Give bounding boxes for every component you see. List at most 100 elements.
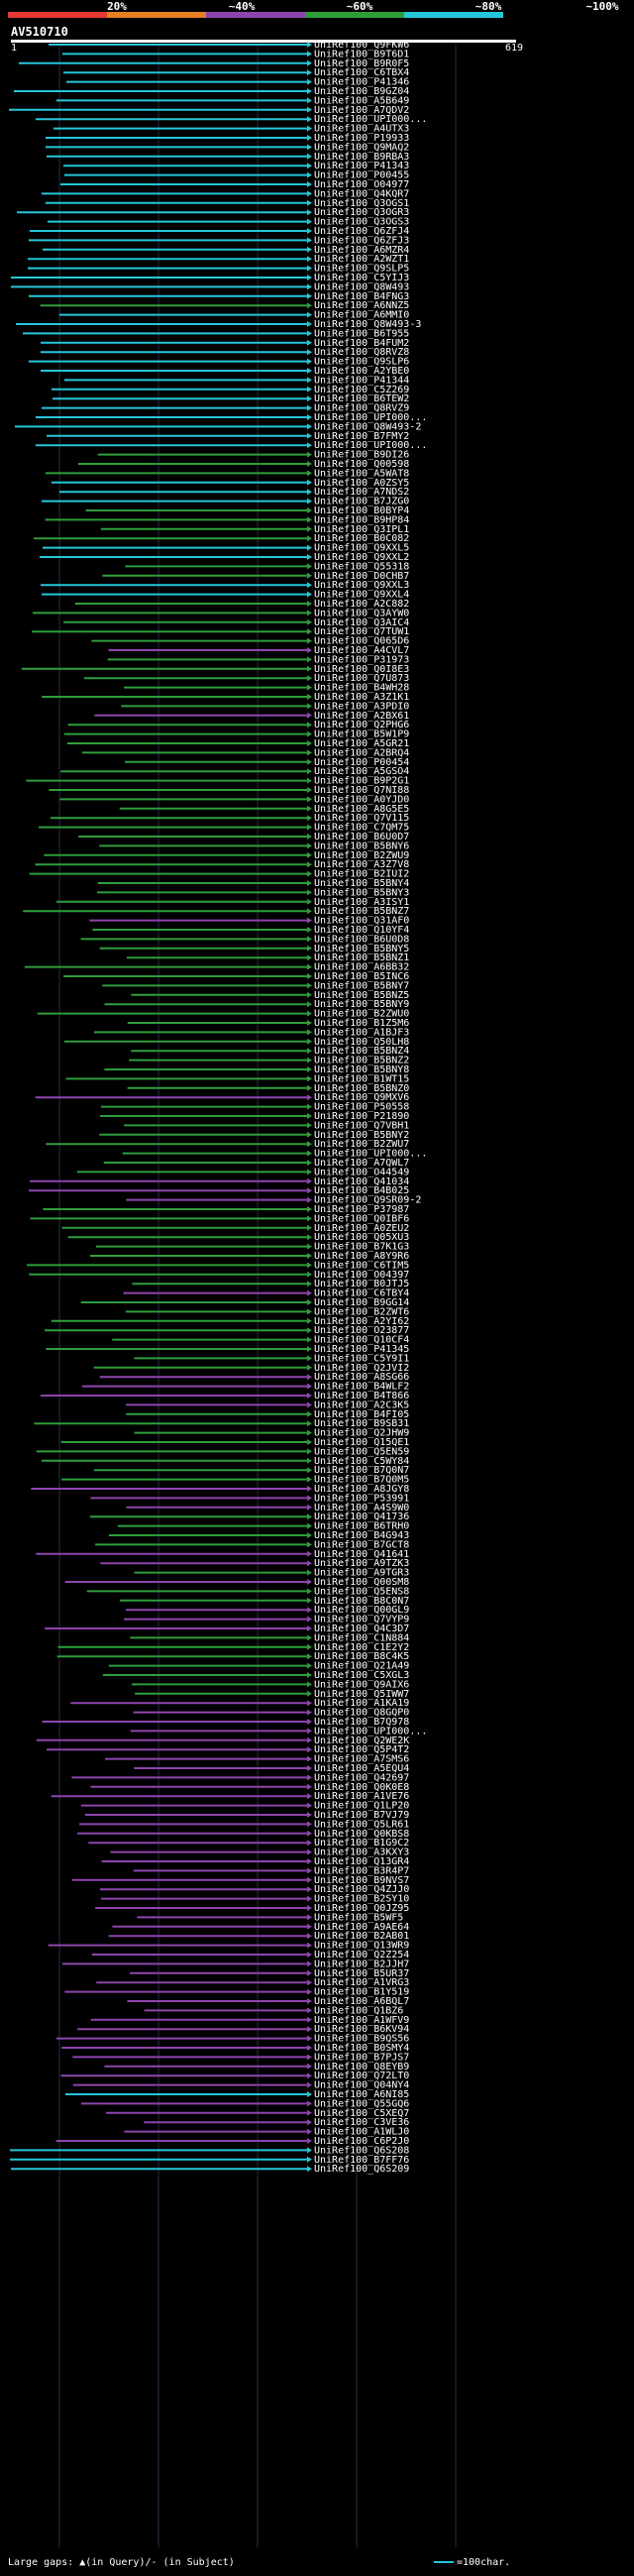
hit-label[interactable]: UniRef100_B1WT15 xyxy=(314,1073,409,1084)
hit-label[interactable]: UniRef100_B1Y519 xyxy=(314,1987,409,1998)
hit-label[interactable]: UniRef100_C5Y9I1 xyxy=(314,1353,409,1364)
hit-label[interactable]: UniRef100_A5GR21 xyxy=(314,738,409,749)
hit-label[interactable]: UniRef100_B5BNY5 xyxy=(314,944,409,954)
hit-label[interactable]: UniRef100_Q00598 xyxy=(314,459,409,470)
hit-label[interactable]: UniRef100_B7K1G3 xyxy=(314,1242,409,1253)
hit-label[interactable]: UniRef100_Q00GL9 xyxy=(314,1605,409,1616)
hit-label[interactable]: UniRef100_O04397 xyxy=(314,1270,409,1281)
hit-label[interactable]: UniRef100_B5BNZ7 xyxy=(314,906,409,917)
hit-label[interactable]: UniRef100_B7FF76 xyxy=(314,2155,409,2166)
hit-label[interactable]: UniRef100_A8Y9R6 xyxy=(314,1251,409,1262)
hit-label[interactable]: UniRef100_Q9XXL3 xyxy=(314,580,409,591)
hit-label[interactable]: UniRef100_UPI000... xyxy=(314,1726,427,1736)
hit-label[interactable]: UniRef100_P00455 xyxy=(314,170,409,181)
hit-label[interactable]: UniRef100_Q72LT0 xyxy=(314,2071,409,2081)
hit-label[interactable]: UniRef100_B6TEW2 xyxy=(314,393,409,404)
hit-label[interactable]: UniRef100_Q8W493-3 xyxy=(314,319,421,330)
hit-label[interactable]: UniRef100_Q7U873 xyxy=(314,673,409,684)
hit-label[interactable]: UniRef100_B5BNY4 xyxy=(314,878,409,889)
hit-label[interactable]: UniRef100_B2ZWU9 xyxy=(314,850,409,861)
hit-label[interactable]: UniRef100_Q13GR4 xyxy=(314,1856,409,1867)
hit-label[interactable]: UniRef100_Q1BZ6 xyxy=(314,2005,403,2016)
hit-label[interactable]: UniRef100_A9TZK3 xyxy=(314,1558,409,1569)
hit-label[interactable]: UniRef100_P41343 xyxy=(314,161,409,171)
hit-label[interactable]: UniRef100_B6KV94 xyxy=(314,2024,409,2035)
hit-label[interactable]: UniRef100_A2BRQ4 xyxy=(314,747,409,758)
hit-label[interactable]: UniRef100_Q8W493-2 xyxy=(314,421,421,432)
hit-label[interactable]: UniRef100_P37987 xyxy=(314,1204,409,1215)
hit-label[interactable]: UniRef100_Q3OGS1 xyxy=(314,198,409,209)
hit-label[interactable]: UniRef100_A5WAT8 xyxy=(314,468,409,479)
hit-label[interactable]: UniRef100_B2ZWU0 xyxy=(314,1009,409,1020)
hit-label[interactable]: UniRef100_B8C4K5 xyxy=(314,1651,409,1662)
hit-label[interactable]: UniRef100_Q8RVZ8 xyxy=(314,347,409,358)
hit-label[interactable]: UniRef100_A5EQU4 xyxy=(314,1763,409,1774)
hit-label[interactable]: UniRef100_B5INC6 xyxy=(314,971,409,982)
hit-label[interactable]: UniRef100_A2WZT1 xyxy=(314,254,409,265)
hit-label[interactable]: UniRef100_A7NDS2 xyxy=(314,487,409,498)
hit-label[interactable]: UniRef100_Q42697 xyxy=(314,1772,409,1783)
hit-label[interactable]: UniRef100_B4WH28 xyxy=(314,683,409,694)
hit-label[interactable]: UniRef100_B7Q0M5 xyxy=(314,1475,409,1486)
hit-label[interactable]: UniRef100_A8SG66 xyxy=(314,1372,409,1383)
hit-label[interactable]: UniRef100_B2ZWT6 xyxy=(314,1306,409,1317)
hit-label[interactable]: UniRef100_Q7V115 xyxy=(314,813,409,824)
hit-label[interactable]: UniRef100_Q7NI88 xyxy=(314,785,409,796)
hit-label[interactable]: UniRef100_Q2Z254 xyxy=(314,1950,409,1960)
hit-label[interactable]: UniRef100_Q13WR9 xyxy=(314,1941,409,1952)
hit-label[interactable]: UniRef100_B5BNY2 xyxy=(314,1130,409,1141)
hit-label[interactable]: UniRef100_Q0IBF6 xyxy=(314,1213,409,1224)
hit-label[interactable]: UniRef100_B9T6D1 xyxy=(314,49,409,59)
hit-label[interactable]: UniRef100_Q9MXV6 xyxy=(314,1092,409,1103)
hit-label[interactable]: UniRef100_Q8W493 xyxy=(314,281,409,292)
hit-label[interactable]: UniRef100_Q41034 xyxy=(314,1176,409,1187)
hit-label[interactable]: UniRef100_Q4KQR7 xyxy=(314,188,409,199)
hit-label[interactable]: UniRef100_B6T955 xyxy=(314,328,409,339)
hit-label[interactable]: UniRef100_B4FUM2 xyxy=(314,338,409,349)
hit-label[interactable]: UniRef100_A5B649 xyxy=(314,95,409,106)
hit-label[interactable]: UniRef100_A1BJF3 xyxy=(314,1027,409,1038)
hit-label[interactable]: UniRef100_B6TRH0 xyxy=(314,1521,409,1532)
hit-label[interactable]: UniRef100_B0SMY4 xyxy=(314,2043,409,2054)
hit-label[interactable]: UniRef100_UPI000... xyxy=(314,1149,427,1160)
hit-label[interactable]: UniRef100_Q3AYW0 xyxy=(314,608,409,618)
hit-label[interactable]: UniRef100_B2ZWU7 xyxy=(314,1139,409,1150)
hit-label[interactable]: UniRef100_Q31AF0 xyxy=(314,916,409,927)
hit-label[interactable]: UniRef100_B4FNG3 xyxy=(314,291,409,302)
hit-label[interactable]: UniRef100_Q6S209 xyxy=(314,2164,409,2175)
hit-label[interactable]: UniRef100_Q5ENS8 xyxy=(314,1586,409,1597)
hit-label[interactable]: UniRef100_C6P2J0 xyxy=(314,2136,409,2147)
hit-label[interactable]: UniRef100_B8C0N7 xyxy=(314,1596,409,1607)
hit-label[interactable]: UniRef100_P50558 xyxy=(314,1102,409,1113)
hit-label[interactable]: UniRef100_B5BNY6 xyxy=(314,840,409,851)
hit-label[interactable]: UniRef100_C5XGL3 xyxy=(314,1670,409,1681)
hit-label[interactable]: UniRef100_A1WFV9 xyxy=(314,2015,409,2026)
hit-label[interactable]: UniRef100_Q8EYB9 xyxy=(314,2062,409,2072)
hit-label[interactable]: UniRef100_Q2JVI2 xyxy=(314,1363,409,1374)
hit-label[interactable]: UniRef100_A4S9W0 xyxy=(314,1503,409,1513)
hit-label[interactable]: UniRef100_Q8GQP0 xyxy=(314,1708,409,1719)
hit-label[interactable]: UniRef100_A2BX61 xyxy=(314,711,409,722)
hit-label[interactable]: UniRef100_A1KA19 xyxy=(314,1698,409,1709)
hit-label[interactable]: UniRef100_C5WY84 xyxy=(314,1456,409,1467)
hit-label[interactable]: UniRef100_UPI000... xyxy=(314,114,427,125)
hit-label[interactable]: UniRef100_Q5P4T2 xyxy=(314,1744,409,1755)
hit-label[interactable]: UniRef100_A4UTX3 xyxy=(314,124,409,135)
hit-label[interactable]: UniRef100_A1WLJ0 xyxy=(314,2127,409,2138)
hit-label[interactable]: UniRef100_B0C082 xyxy=(314,533,409,544)
hit-label[interactable]: UniRef100_B7Q0N7 xyxy=(314,1465,409,1476)
hit-label[interactable]: UniRef100_Q9SLP5 xyxy=(314,264,409,275)
hit-label[interactable]: UniRef100_C5Z269 xyxy=(314,385,409,395)
hit-label[interactable]: UniRef100_Q3OGS3 xyxy=(314,217,409,228)
hit-label[interactable]: UniRef100_A8JGY8 xyxy=(314,1484,409,1495)
hit-label[interactable]: UniRef100_P00454 xyxy=(314,757,409,768)
hit-label[interactable]: UniRef100_B7Q978 xyxy=(314,1717,409,1728)
hit-label[interactable]: UniRef100_A1VRG3 xyxy=(314,1977,409,1988)
hit-label[interactable]: UniRef100_A6MZR4 xyxy=(314,245,409,256)
hit-label[interactable]: UniRef100_C5XEQ7 xyxy=(314,2108,409,2119)
hit-label[interactable]: UniRef100_A0ZEU2 xyxy=(314,1223,409,1234)
hit-label[interactable]: UniRef100_UPI000... xyxy=(314,440,427,451)
hit-label[interactable]: UniRef100_Q55318 xyxy=(314,561,409,572)
hit-label[interactable]: UniRef100_Q0I8E3 xyxy=(314,664,409,675)
hit-label[interactable]: UniRef100_A2YI62 xyxy=(314,1316,409,1327)
